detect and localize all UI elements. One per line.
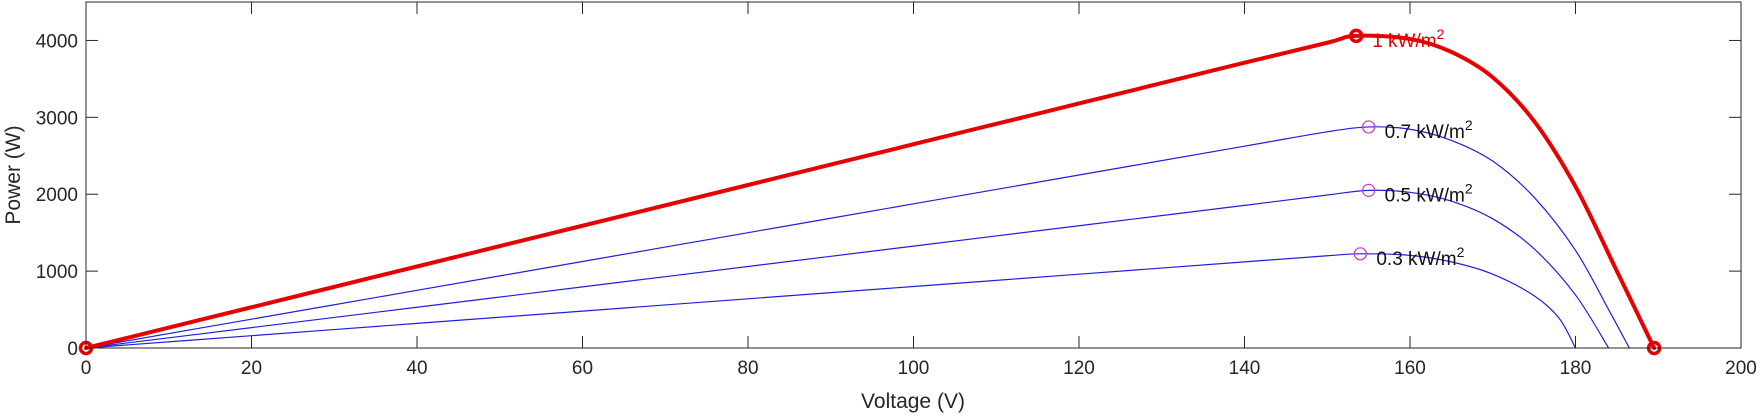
x-tick-label-10: 200: [1725, 358, 1757, 379]
x-tick-label-8: 160: [1394, 358, 1426, 379]
curves-layer: [84, 33, 1657, 350]
mpp-marker-1: [1362, 120, 1376, 134]
mpp-marker-3: [1353, 247, 1367, 261]
mpp-marker-2: [1362, 183, 1376, 197]
curve-label-1: 0.7 kW/m2: [1385, 117, 1473, 143]
y-tick-label-0: 0: [67, 339, 78, 360]
y-tick-label-3: 3000: [36, 108, 78, 129]
x-tick-label-2: 40: [406, 358, 427, 379]
x-tick-label-7: 140: [1229, 358, 1261, 379]
mpp-marker-0: [1348, 28, 1364, 44]
curve-labels-layer: 1 kW/m2 0.7 kW/m2 0.5 kW/m2 0.3 kW/m2: [1372, 26, 1473, 270]
y-tick-label-1: 1000: [36, 262, 78, 283]
x-tick-label-6: 120: [1063, 358, 1095, 379]
x-tick-label-1: 20: [241, 358, 262, 379]
series-line-1: [85, 126, 1630, 349]
x-tick-label-5: 100: [898, 358, 930, 379]
x-axis-label: Voltage (V): [861, 390, 965, 413]
series-line-2: [85, 189, 1610, 349]
ticks-layer: 0 20 40 60 80 100 120 140 160 180 2000100020003000…: [36, 2, 1757, 379]
series-line-3: [85, 253, 1577, 349]
y-tick-label-4: 4000: [36, 31, 78, 52]
curve-label-2: 0.5 kW/m2: [1385, 180, 1473, 206]
x-tick-label-0: 0: [81, 358, 92, 379]
x-tick-label-9: 180: [1560, 358, 1592, 379]
series-line-0: [84, 33, 1657, 350]
y-axis-label: Power (W): [2, 125, 25, 224]
y-tick-label-2: 2000: [36, 185, 78, 206]
curve-label-3: 0.3 kW/m2: [1376, 244, 1464, 270]
plot-background: [86, 2, 1741, 348]
x-tick-label-4: 80: [737, 358, 758, 379]
x-tick-label-3: 60: [572, 358, 593, 379]
curve-label-0: 1 kW/m2: [1372, 26, 1444, 52]
